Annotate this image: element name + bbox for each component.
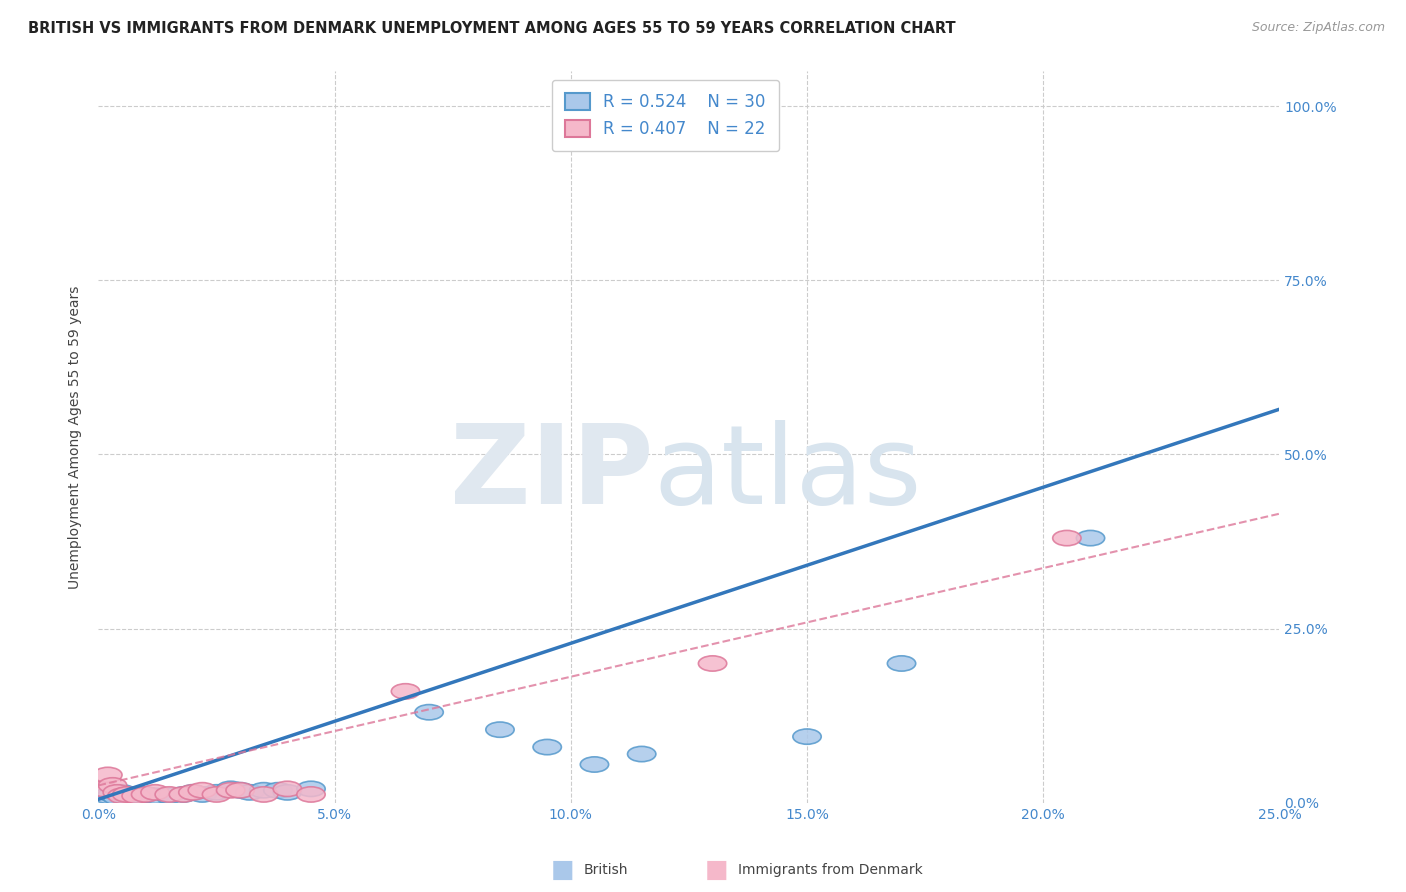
Ellipse shape [391,683,419,699]
Ellipse shape [202,787,231,802]
Ellipse shape [297,781,325,797]
Ellipse shape [169,787,198,802]
Legend: R = 0.524    N = 30, R = 0.407    N = 22: R = 0.524 N = 30, R = 0.407 N = 22 [551,79,779,151]
Ellipse shape [1053,531,1081,546]
Ellipse shape [273,781,301,797]
Ellipse shape [202,785,231,800]
Ellipse shape [297,787,325,802]
Text: British: British [583,863,628,877]
Ellipse shape [98,787,127,802]
Ellipse shape [486,722,515,738]
Ellipse shape [415,705,443,720]
Ellipse shape [226,782,254,798]
Ellipse shape [108,785,136,800]
Ellipse shape [188,787,217,802]
Text: atlas: atlas [654,420,922,527]
Ellipse shape [98,778,127,793]
Text: BRITISH VS IMMIGRANTS FROM DENMARK UNEMPLOYMENT AMONG AGES 55 TO 59 YEARS CORREL: BRITISH VS IMMIGRANTS FROM DENMARK UNEMP… [28,21,956,36]
Text: ZIP: ZIP [450,420,654,527]
Ellipse shape [169,787,198,802]
Ellipse shape [179,785,207,800]
Ellipse shape [141,785,169,800]
Ellipse shape [103,789,132,805]
Ellipse shape [250,787,278,802]
Ellipse shape [132,787,160,802]
Ellipse shape [155,789,183,804]
Ellipse shape [122,789,150,804]
Ellipse shape [627,747,655,762]
Text: Immigrants from Denmark: Immigrants from Denmark [738,863,922,877]
Ellipse shape [1077,531,1105,546]
Ellipse shape [94,767,122,782]
Ellipse shape [264,782,292,798]
Ellipse shape [887,656,915,671]
Ellipse shape [89,781,117,797]
Text: Source: ZipAtlas.com: Source: ZipAtlas.com [1251,21,1385,34]
Ellipse shape [641,98,671,114]
Ellipse shape [155,787,183,802]
Ellipse shape [94,789,122,804]
Ellipse shape [141,789,169,804]
Ellipse shape [793,729,821,744]
Ellipse shape [273,785,301,800]
Ellipse shape [117,789,146,805]
Ellipse shape [235,785,264,800]
Ellipse shape [179,785,207,800]
Ellipse shape [699,656,727,671]
Ellipse shape [217,782,245,798]
Y-axis label: Unemployment Among Ages 55 to 59 years: Unemployment Among Ages 55 to 59 years [69,285,83,589]
Ellipse shape [112,789,141,804]
Ellipse shape [122,787,150,802]
Ellipse shape [188,782,217,798]
Ellipse shape [127,789,155,804]
Ellipse shape [112,787,141,802]
Ellipse shape [132,787,160,802]
Ellipse shape [217,781,245,797]
Ellipse shape [250,782,278,798]
Ellipse shape [533,739,561,755]
Ellipse shape [581,756,609,772]
Text: ■: ■ [706,858,728,881]
Ellipse shape [226,782,254,798]
Text: ■: ■ [551,858,574,881]
Ellipse shape [108,789,136,804]
Ellipse shape [103,785,132,800]
